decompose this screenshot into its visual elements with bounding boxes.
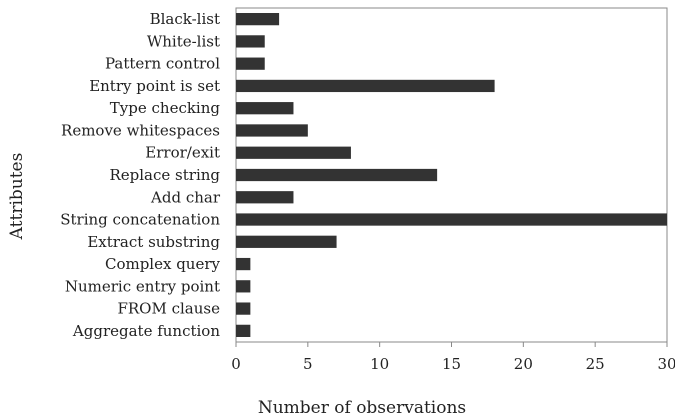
bar-3 <box>236 79 495 93</box>
category-labels-group: Black-list White-list Pattern control Entry… <box>60 10 221 340</box>
bar-1 <box>236 35 265 48</box>
x-tick-label-2: 10 <box>370 355 389 373</box>
bar-2 <box>236 57 265 70</box>
bar-6 <box>236 146 351 159</box>
category-label-1: White-list <box>147 32 220 50</box>
category-label-0: Black-list <box>150 10 220 28</box>
bar-7 <box>236 168 438 182</box>
bar-4 <box>236 102 294 115</box>
bars-group <box>236 13 667 337</box>
category-label-12: Numeric entry point <box>65 277 220 295</box>
bar-8 <box>236 191 294 204</box>
bar-14 <box>236 324 251 337</box>
category-label-8: Add char <box>150 188 221 206</box>
y-axis-title: Attributes <box>7 153 27 241</box>
bar-11 <box>236 257 251 271</box>
x-tick-label-6: 30 <box>657 355 675 373</box>
category-label-4: Type checking <box>110 99 221 117</box>
category-label-5: Remove whitespaces <box>61 121 220 139</box>
category-label-3: Entry point is set <box>89 77 220 95</box>
category-label-13: FROM clause <box>117 300 220 318</box>
x-tick-labels-group: 0 5 10 15 20 25 30 <box>231 342 675 373</box>
bar-12 <box>236 280 251 293</box>
bar-10 <box>236 235 337 248</box>
x-tick-label-5: 25 <box>586 355 605 373</box>
category-label-2: Pattern control <box>105 55 220 73</box>
bar-0 <box>236 13 280 26</box>
category-label-7: Replace string <box>109 166 220 184</box>
x-tick-label-1: 5 <box>303 355 313 373</box>
x-tick-label-0: 0 <box>231 355 241 373</box>
x-axis-title: Number of observations <box>258 398 466 418</box>
bar-13 <box>236 302 251 315</box>
x-tick-label-4: 20 <box>514 355 533 373</box>
category-label-14: Aggregate function <box>72 322 220 340</box>
category-label-9: String concatenation <box>60 211 220 229</box>
bar-5 <box>236 124 308 137</box>
category-label-10: Extract substring <box>87 233 220 251</box>
bar-9 <box>236 213 667 226</box>
category-label-11: Complex query <box>105 255 221 273</box>
category-label-6: Error/exit <box>145 144 220 162</box>
x-tick-label-3: 15 <box>442 355 461 373</box>
